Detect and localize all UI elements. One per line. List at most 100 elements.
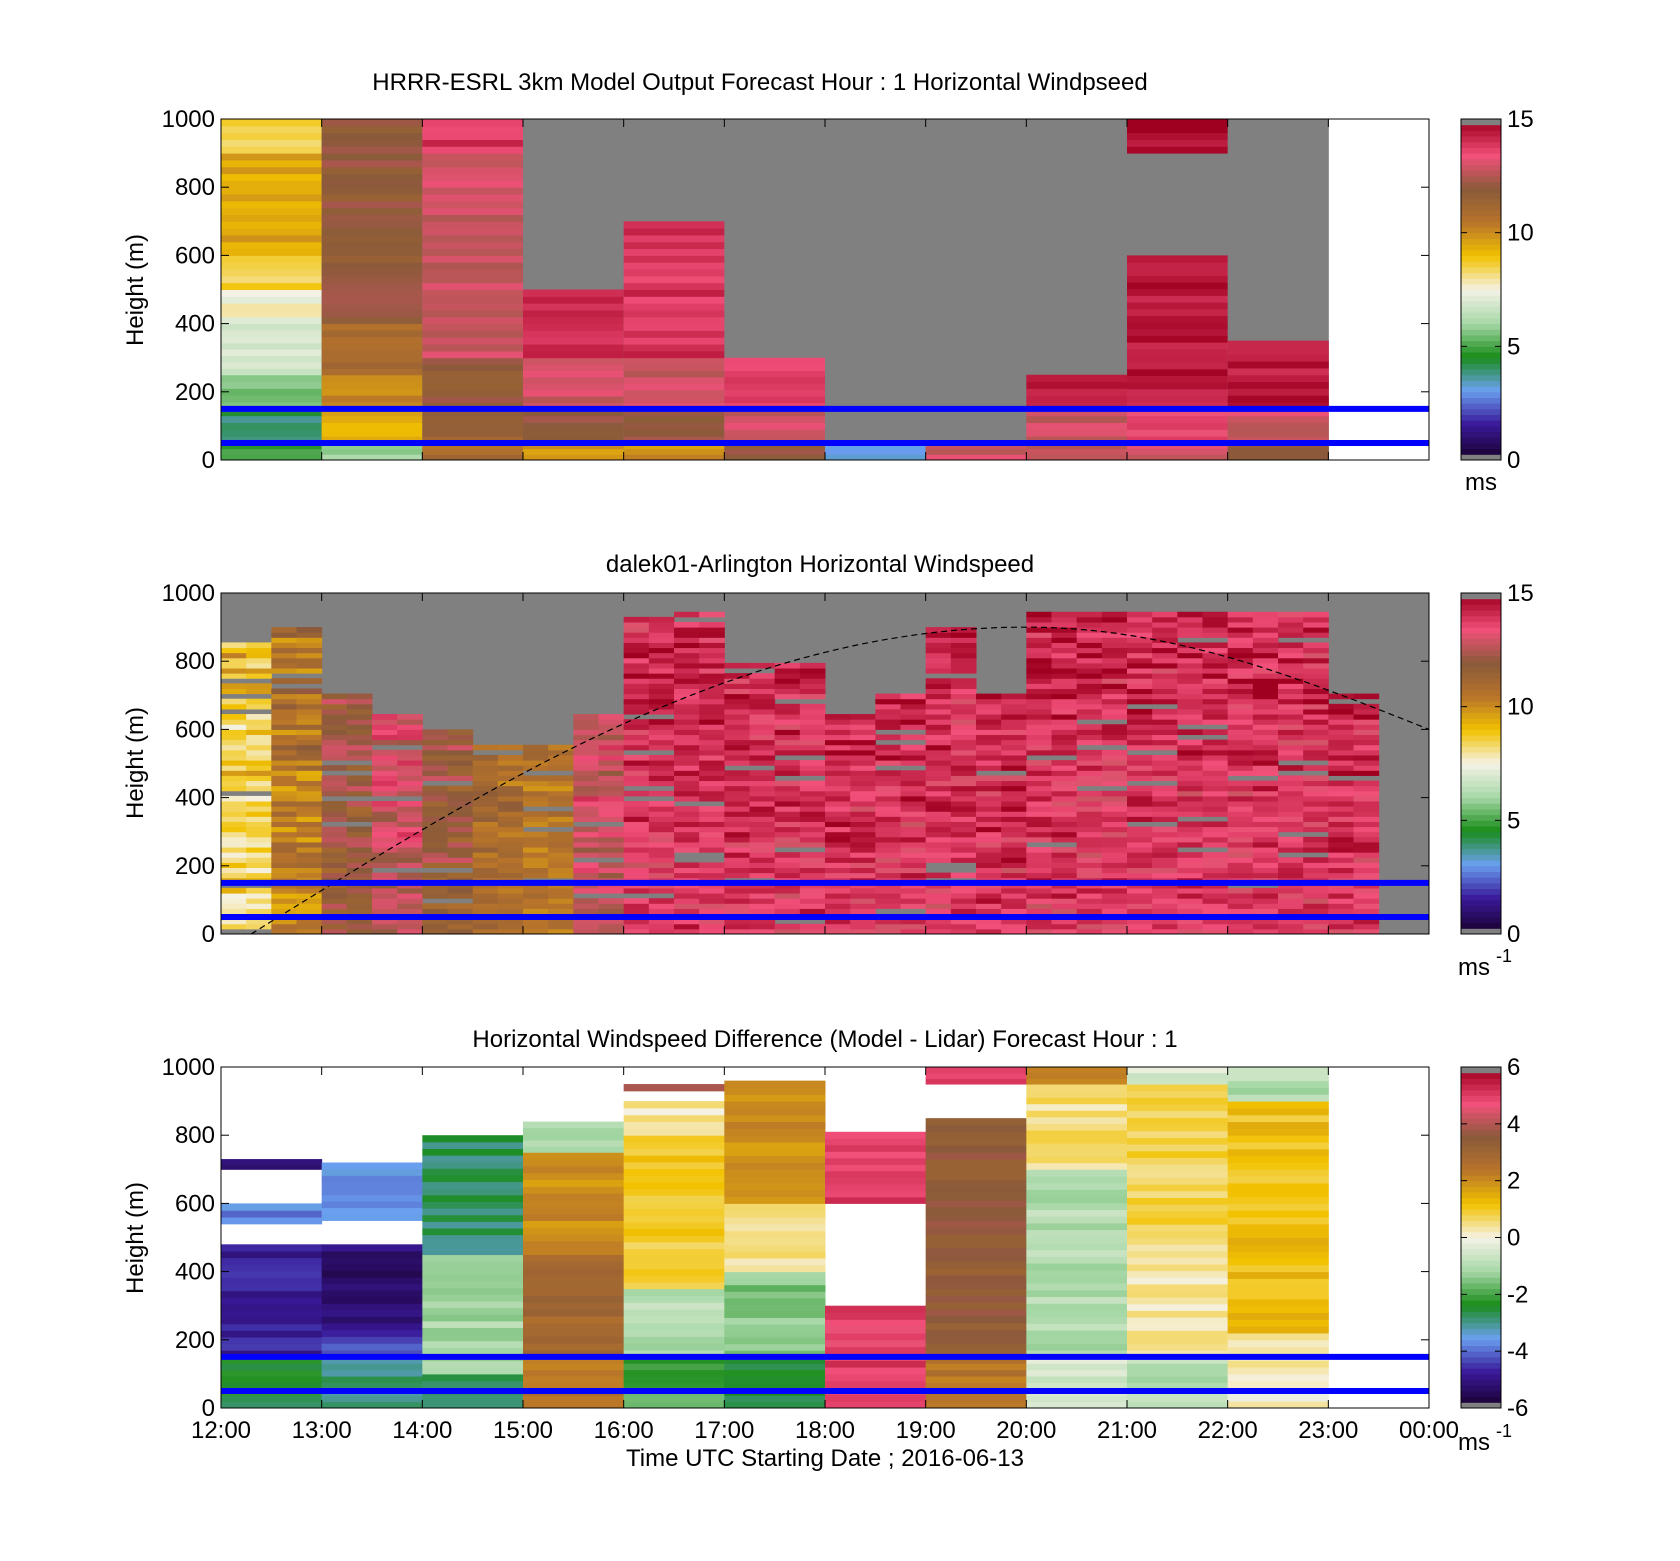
- lidar-cell: [246, 806, 272, 812]
- lidar-cell: [296, 841, 323, 848]
- colorbar-swatch: [1461, 1282, 1501, 1290]
- lidar-cell: [1076, 857, 1103, 863]
- lidar-cell: [674, 754, 700, 761]
- heatmap-cell: [1227, 1182, 1329, 1191]
- heatmap-cell: [321, 1188, 423, 1196]
- lidar-cell: [472, 928, 499, 935]
- lidar-cell: [346, 693, 373, 700]
- lidar-panel-ylabel: Height (m): [122, 707, 149, 819]
- lidar-cell: [447, 785, 474, 792]
- lidar-cell: [1026, 703, 1052, 710]
- lidar-cell: [1278, 872, 1304, 879]
- lidar-cell: [749, 857, 776, 863]
- lidar-cell: [648, 693, 675, 700]
- heatmap-cell: [1026, 1067, 1128, 1074]
- lidar-cell: [900, 795, 927, 802]
- lidar-cell: [1328, 893, 1354, 899]
- lidar-cell: [1303, 719, 1329, 725]
- heatmap-cell: [724, 1356, 826, 1364]
- lidar-cell: [548, 903, 574, 909]
- lidar-cell: [598, 826, 625, 833]
- heatmap-cell: [1227, 1189, 1329, 1198]
- lidar-cell: [674, 678, 700, 684]
- lidar-cell: [221, 811, 247, 817]
- lidar-cell: [1328, 831, 1354, 838]
- heatmap-cell: [925, 1138, 1027, 1146]
- heatmap-cell: [321, 1244, 423, 1252]
- lidar-cell: [321, 893, 348, 899]
- lidar-cell: [623, 693, 650, 700]
- lidar-cell: [1328, 857, 1354, 863]
- heatmap-cell: [321, 1356, 423, 1364]
- lidar-cell: [447, 872, 474, 879]
- lidar-cell: [1227, 683, 1254, 689]
- lidar-cell: [674, 708, 700, 715]
- lidar-cell: [1026, 657, 1052, 664]
- lidar-cell: [523, 887, 549, 894]
- heatmap-cell: [623, 1295, 725, 1303]
- lidar-cell: [623, 678, 650, 684]
- colorbar-swatch: [1461, 1197, 1501, 1204]
- heatmap-cell: [1026, 1289, 1128, 1298]
- lidar-cell: [1152, 662, 1178, 669]
- lidar-cell: [397, 754, 423, 761]
- lidar-cell: [623, 841, 650, 848]
- lidar-cell: [497, 862, 524, 869]
- lidar-cell: [422, 739, 448, 746]
- lidar-cell: [648, 647, 675, 654]
- lidar-cell: [1303, 806, 1329, 812]
- lidar-cell: [749, 744, 776, 751]
- lidar-cell: [346, 775, 373, 782]
- lidar-cell: [799, 898, 826, 904]
- colorbar-swatch: [1461, 678, 1501, 685]
- lidar-cell: [1152, 770, 1178, 776]
- lidar-cell: [246, 893, 272, 899]
- lidar-cell: [598, 749, 625, 756]
- colorbar-swatch: [1461, 911, 1501, 918]
- lidar-cell: [925, 923, 952, 930]
- lidar-cell: [497, 806, 524, 812]
- lidar-cell: [825, 801, 851, 807]
- heatmap-cell: [724, 1278, 826, 1286]
- lidar-cell: [1353, 754, 1380, 761]
- y-tick-label: 400: [175, 1259, 215, 1286]
- lidar-cell: [724, 908, 750, 915]
- lidar-cell: [321, 790, 348, 797]
- lidar-cell: [749, 898, 776, 904]
- lidar-cell: [1202, 678, 1229, 684]
- lidar-cell: [925, 637, 952, 643]
- lidar-cell: [976, 821, 1002, 828]
- heatmap-cell: [321, 402, 423, 410]
- lidar-cell: [1127, 734, 1153, 741]
- colorbar-tick-label: 15: [1507, 106, 1534, 133]
- heatmap-cell: [825, 1401, 927, 1409]
- lidar-cell: [724, 795, 750, 802]
- lidar-cell: [925, 698, 952, 705]
- lidar-cell: [1127, 831, 1153, 838]
- lidar-cell: [1328, 780, 1354, 787]
- lidar-cell: [1101, 898, 1128, 904]
- heatmap-cell: [1026, 454, 1128, 461]
- heatmap-cell: [422, 269, 524, 277]
- lidar-cell: [271, 852, 297, 858]
- heatmap-cell: [422, 1300, 524, 1309]
- lidar-cell: [296, 627, 323, 633]
- lidar-cell: [1303, 801, 1329, 807]
- lidar-cell: [548, 872, 574, 879]
- lidar-cell: [950, 744, 977, 751]
- lidar-cell: [497, 801, 524, 807]
- heatmap-cell: [221, 1297, 323, 1305]
- lidar-cell: [724, 678, 750, 684]
- heatmap-cell: [1227, 395, 1329, 403]
- lidar-cell: [976, 831, 1002, 838]
- heatmap-cell: [1127, 139, 1229, 147]
- lidar-cell: [1328, 734, 1354, 741]
- lidar-cell: [246, 816, 272, 822]
- lidar-cell: [623, 790, 650, 797]
- lidar-cell: [648, 683, 675, 689]
- colorbar-tick-label: 5: [1507, 333, 1520, 360]
- lidar-cell: [397, 765, 423, 771]
- colorbar-swatch: [1461, 627, 1501, 634]
- lidar-cell: [774, 923, 801, 930]
- lidar-cell: [221, 831, 247, 838]
